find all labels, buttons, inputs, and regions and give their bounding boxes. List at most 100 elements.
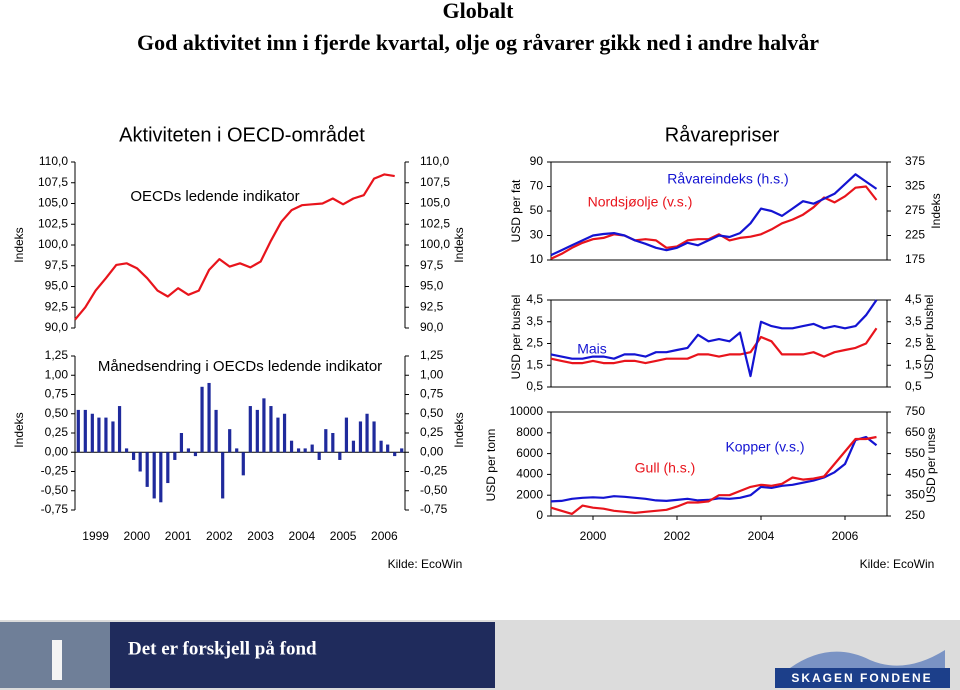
y2-tick-label: 750 [905, 404, 925, 418]
y-tick-label: 2000 [516, 487, 543, 501]
y-tick-label: 0,25 [45, 425, 69, 439]
y2-tick-label: 1,25 [420, 348, 444, 362]
panel-title: Aktiviteten i OECD-området [119, 124, 365, 146]
bar [235, 448, 239, 453]
bar [372, 421, 376, 453]
y-tick-label: -0,25 [41, 464, 69, 478]
series-label: Nordsjøolje (v.s.) [588, 194, 693, 210]
bar [317, 452, 321, 460]
logo-wave [790, 650, 945, 668]
y-axis-label: USD per fat [509, 179, 523, 242]
series-line [550, 327, 878, 365]
footer-brand: SKAGEN FONDENE [791, 671, 932, 685]
x-tick-label: 2006 [832, 529, 859, 543]
y-axis-label: Indeks [12, 412, 26, 447]
source: Kilde: EcoWin [388, 557, 463, 571]
series-line [550, 435, 878, 503]
series-line [74, 173, 395, 321]
y-tick-label: 3,5 [526, 314, 543, 328]
bar [83, 409, 87, 453]
y-tick-label: 1,25 [45, 348, 69, 362]
bar [324, 429, 328, 453]
x-tick-label: 2006 [371, 529, 398, 543]
bar [166, 452, 170, 484]
y2-tick-label: 0,00 [420, 444, 444, 458]
bar [344, 417, 349, 453]
y2-tick-label: 650 [905, 425, 925, 439]
bar [200, 386, 204, 453]
y-tick-label: 0,5 [526, 379, 543, 393]
y-tick-label: 30 [530, 228, 544, 242]
y-tick-label: 1,00 [45, 367, 69, 381]
x-tick-label: 2000 [124, 529, 151, 543]
bar [393, 452, 397, 457]
y2-axis-label: USD per bushel [922, 295, 936, 380]
series-line [550, 435, 877, 515]
y2-tick-label: 450 [905, 467, 925, 481]
bar [207, 382, 211, 453]
bar [379, 440, 383, 453]
bar [276, 417, 280, 453]
y-tick-label: 105,0 [38, 196, 68, 210]
x-tick-label: 1999 [82, 529, 109, 543]
y-tick-label: 102,5 [38, 216, 68, 230]
y-tick-label: 4,5 [526, 292, 543, 306]
y2-tick-label: 95,0 [420, 279, 444, 293]
lighthouse [52, 640, 62, 680]
bar [111, 421, 115, 453]
y2-tick-label: 0,25 [420, 425, 444, 439]
y2-tick-label: 0,50 [420, 406, 444, 420]
y-tick-label: 10000 [510, 404, 544, 418]
bar [269, 406, 273, 453]
logo-band [775, 668, 950, 688]
y-tick-label: 6000 [516, 446, 543, 460]
bar [262, 398, 266, 453]
y2-axis-label: USD per unse [924, 427, 938, 503]
y-axis-label: Indeks [12, 227, 26, 262]
y2-tick-label: 100,0 [420, 237, 450, 251]
bar [331, 433, 335, 453]
bar [358, 421, 363, 453]
y-tick-label: 100,0 [38, 237, 68, 251]
bar [365, 413, 369, 453]
y-tick-label: 70 [530, 179, 544, 193]
y-tick-label: 0 [536, 508, 543, 522]
slide-subtitle: God aktivitet inn i fjerde kvartal, olje… [137, 30, 819, 55]
bar [338, 452, 342, 460]
y2-axis-label: Indeks [929, 193, 943, 228]
y2-tick-label: 250 [905, 508, 925, 522]
y-tick-label: 0,50 [45, 406, 69, 420]
bar [248, 406, 252, 453]
y2-tick-label: 90,0 [420, 320, 444, 334]
bar [152, 452, 156, 499]
chart-title: OECDs ledende indikator [130, 188, 299, 205]
series-label: Råvareindeks (h.s.) [667, 171, 788, 187]
series-label: Kopper (v.s.) [725, 439, 804, 455]
bar [255, 409, 259, 453]
y2-axis-label: Indeks [452, 227, 466, 262]
y-tick-label: 10 [530, 252, 544, 266]
y2-tick-label: 4,5 [905, 292, 922, 306]
series-line [550, 299, 878, 378]
bar [386, 444, 390, 453]
y2-tick-label: 3,5 [905, 314, 922, 328]
bar [193, 452, 198, 457]
y2-tick-label: -0,50 [420, 483, 448, 497]
y-tick-label: -0,75 [41, 502, 69, 516]
panel-title: Råvarepriser [665, 124, 780, 146]
y2-tick-label: 107,5 [420, 175, 450, 189]
y2-tick-label: 1,00 [420, 367, 444, 381]
y2-tick-label: 110,0 [420, 154, 449, 168]
y-tick-label: 92,5 [45, 299, 69, 313]
bar [296, 448, 301, 453]
y-axis-label: USD per bushel [509, 295, 523, 380]
footer-tagline: Det er forskjell på fond [128, 638, 317, 659]
bar [186, 448, 191, 453]
bar [214, 409, 218, 453]
bar [145, 452, 149, 487]
bar [310, 444, 314, 453]
y-tick-label: 8000 [516, 425, 543, 439]
y2-tick-label: 275 [905, 203, 925, 217]
y-tick-label: 50 [530, 203, 544, 217]
y-tick-label: 1,5 [526, 357, 543, 371]
